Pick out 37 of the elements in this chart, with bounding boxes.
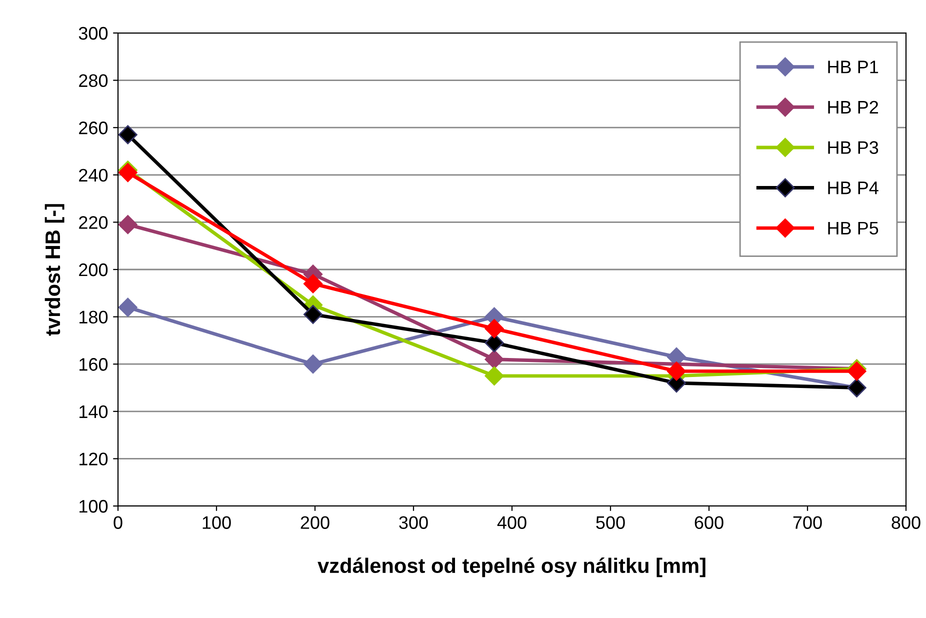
x-tick-label: 400 [497,516,526,529]
x-tick-label: 800 [892,516,920,529]
point [118,215,138,234]
y-tick-label: 100 [80,500,108,513]
legend-label: HB P4 [828,182,878,194]
point [118,125,138,144]
y-tick-label: 280 [79,74,108,88]
x-tick-label: 100 [202,516,231,529]
x-tick-label: 700 [793,516,822,529]
y-tick-label: 160 [80,358,108,371]
point [303,354,323,374]
y-tick-label: 120 [80,452,108,466]
point [303,274,323,294]
point [118,298,138,317]
y-axis-title: tvrdost HB [-] [44,204,64,336]
y-tick-label: 260 [79,122,108,134]
legend-label: HB P1 [828,60,878,74]
legend-label: HB P3 [828,141,878,154]
y-tick-label: 140 [80,405,108,418]
x-axis-title: vzdálenost od tepelné osy nálitku [mm] [318,558,706,578]
point [303,304,323,324]
point [484,319,504,338]
y-tick-label: 220 [79,216,108,229]
legend-label: HB P5 [828,222,878,235]
x-tick-label: 600 [694,516,724,529]
x-tick-label: 500 [596,516,625,529]
point [666,362,686,381]
y-tick-label: 200 [79,263,108,276]
x-tick-label: 0 [114,516,122,529]
point [484,366,504,386]
y-tick-label: 180 [80,310,108,324]
x-tick-label: 200 [300,516,330,529]
y-tick-label: 240 [79,168,108,182]
x-tick-label: 300 [399,516,428,529]
y-tick-label: 300 [78,26,108,40]
legend-label: HB P2 [828,100,878,114]
point [484,350,504,369]
